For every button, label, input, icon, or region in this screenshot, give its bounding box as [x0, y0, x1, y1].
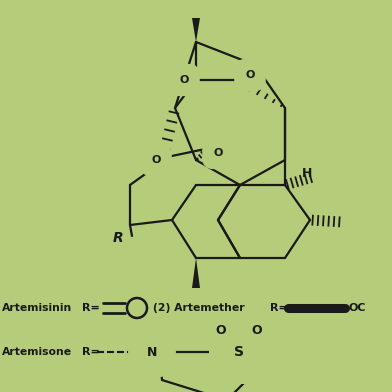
Text: (2) Artemether: (2) Artemether [153, 303, 245, 313]
Text: O: O [179, 75, 189, 85]
Text: OC: OC [349, 303, 367, 313]
Polygon shape [192, 258, 200, 288]
Text: N: N [147, 345, 157, 359]
Text: O: O [213, 148, 223, 158]
Text: H: H [302, 167, 312, 180]
Text: Artemisone: Artemisone [2, 347, 72, 357]
Text: O: O [216, 323, 226, 336]
Text: O: O [252, 323, 262, 336]
Text: R: R [113, 231, 123, 245]
Text: S: S [234, 345, 244, 359]
Text: R=: R= [270, 303, 288, 313]
Text: Artemisinin: Artemisinin [2, 303, 72, 313]
Text: O: O [245, 70, 255, 80]
Text: R=: R= [82, 347, 100, 357]
Text: O: O [151, 155, 161, 165]
Polygon shape [192, 18, 200, 42]
Text: R=: R= [82, 303, 100, 313]
